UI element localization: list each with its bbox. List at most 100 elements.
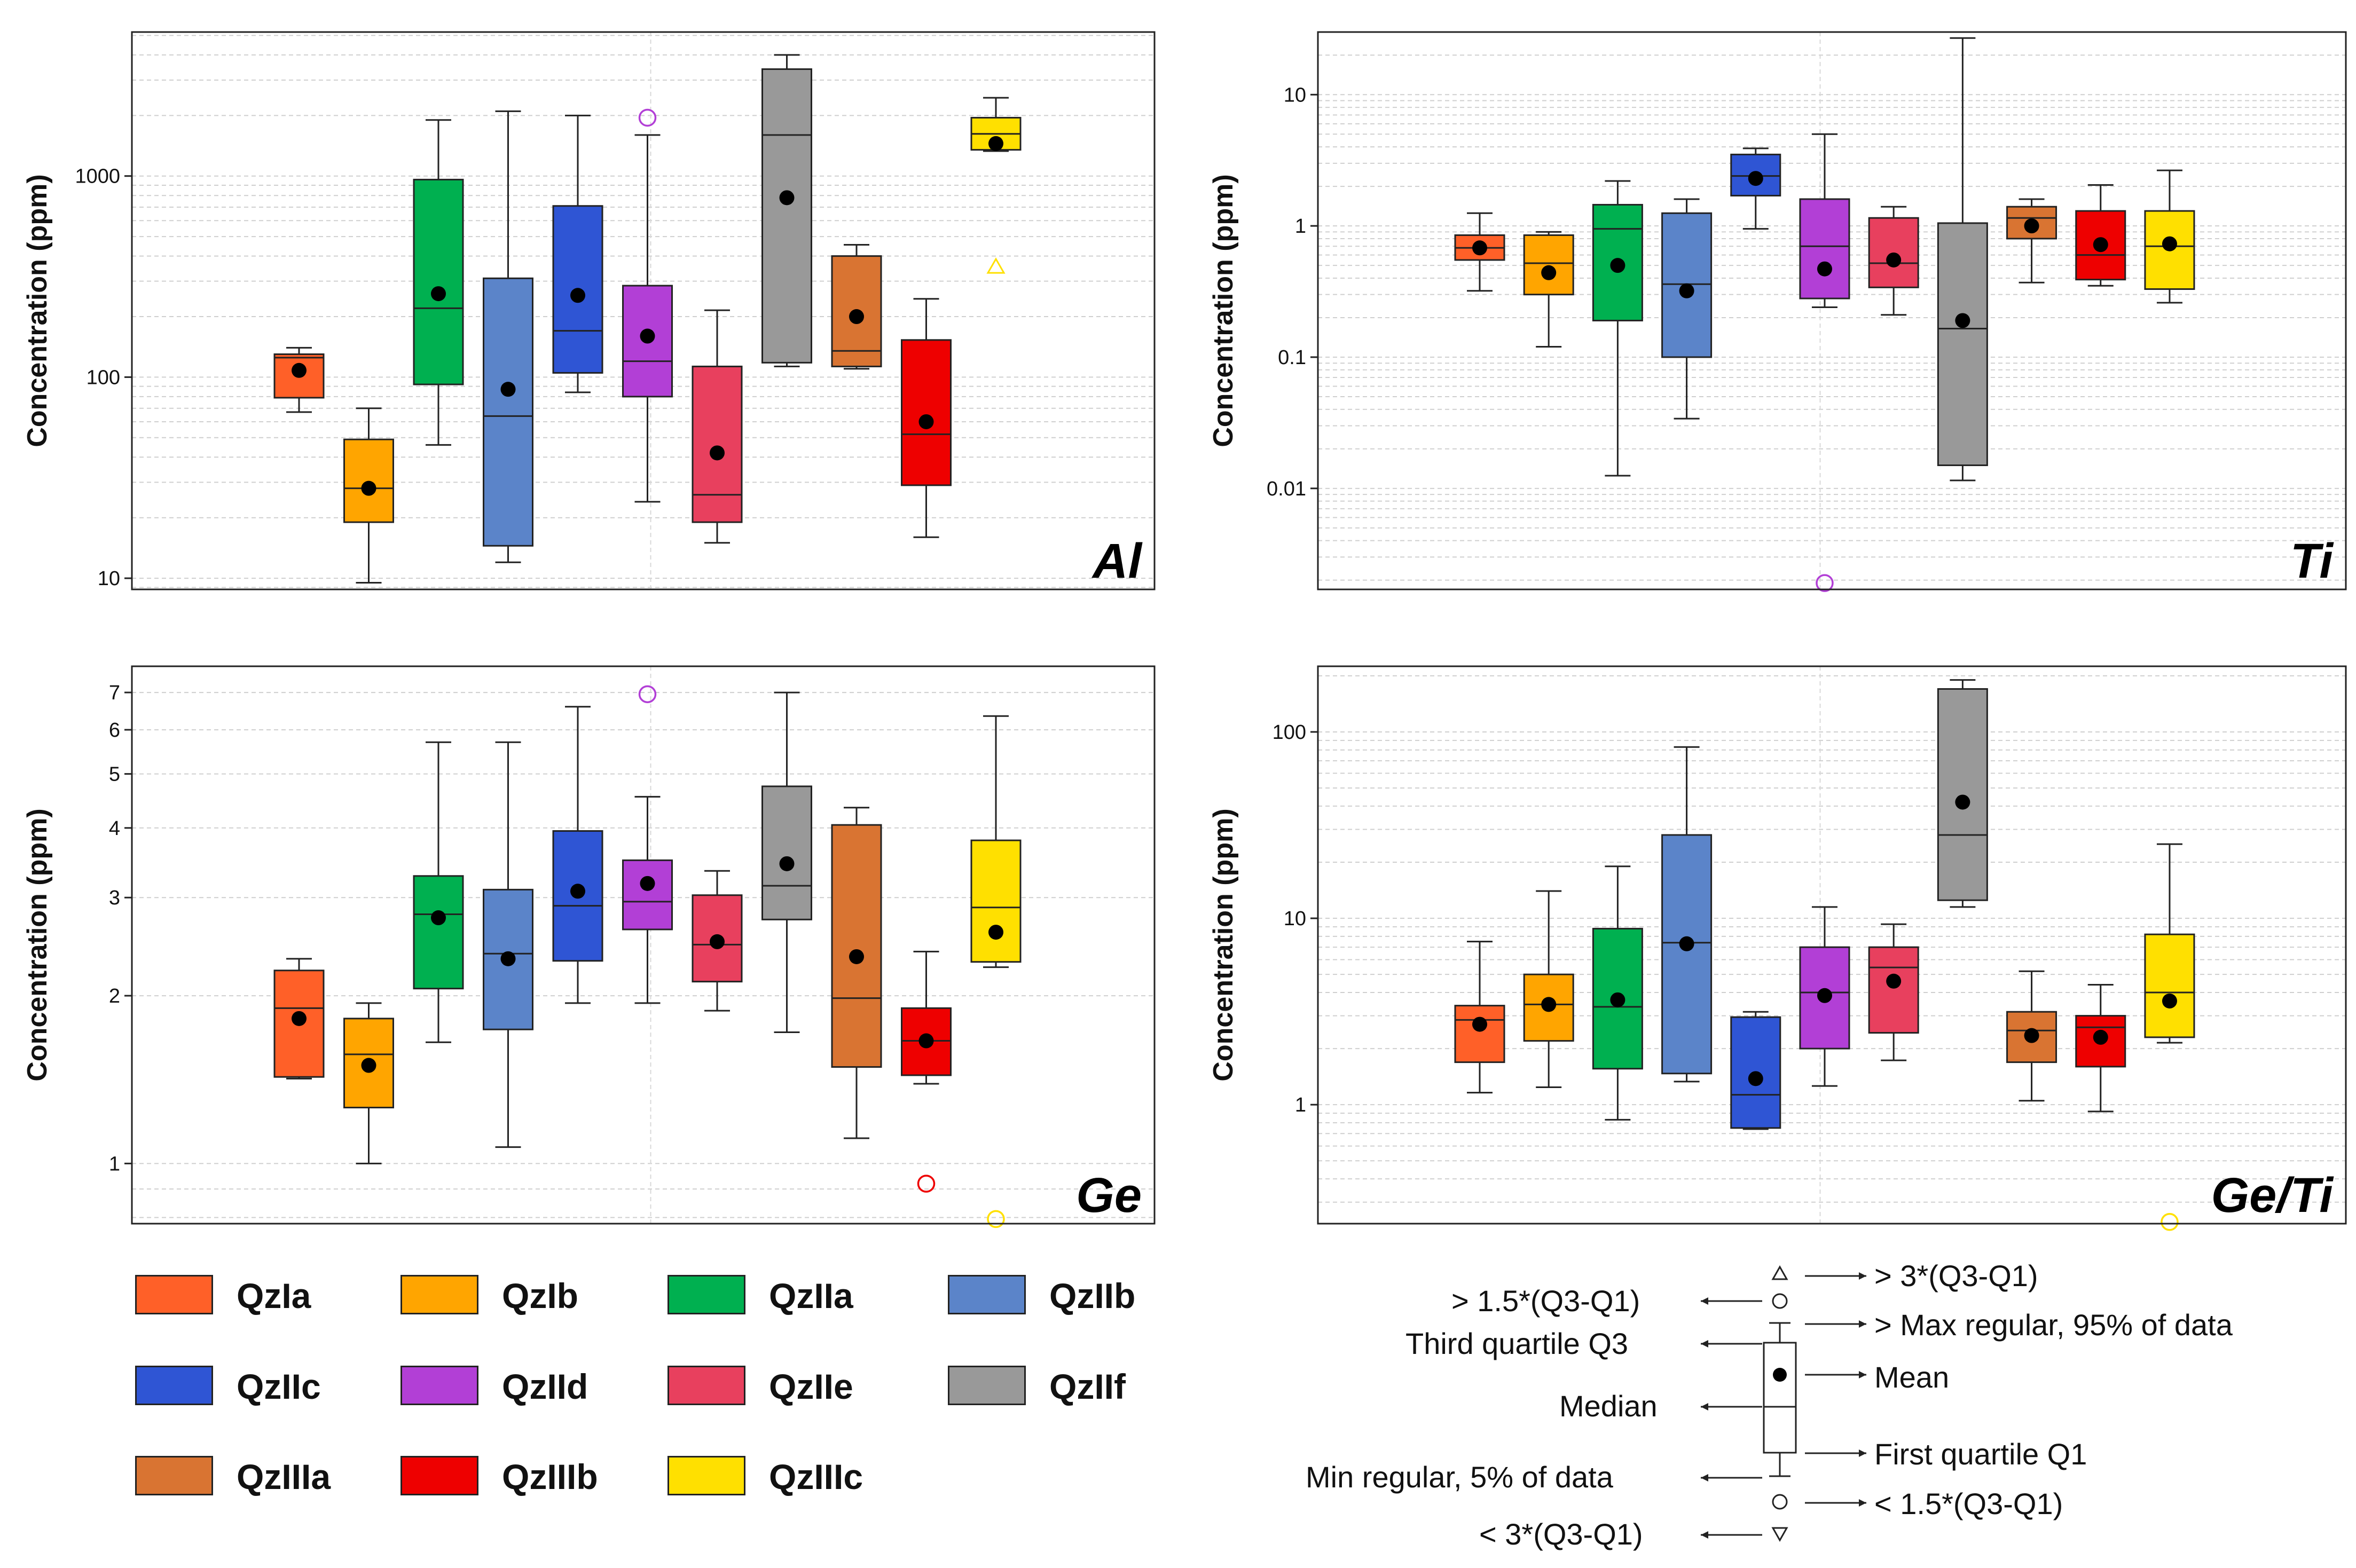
legend-swatch <box>400 1366 478 1405</box>
plot-frame <box>1317 31 2347 590</box>
outlier-marker <box>917 1175 936 1193</box>
y-axis-label: Concentration (ppm) <box>1208 808 1239 1081</box>
y-tick-label: 10 <box>98 568 120 590</box>
box-QzIa <box>273 346 325 413</box>
box-QzIIIa <box>2006 198 2057 283</box>
box-QzIIIa <box>831 807 882 1139</box>
legend-item-qziid: QzIId <box>400 1366 646 1408</box>
mean-marker <box>361 480 376 496</box>
box-QzIIf <box>1937 37 1988 482</box>
y-tick-label: 10 <box>1284 908 1306 930</box>
box-body <box>1937 222 1988 467</box>
mean-marker <box>2024 1028 2039 1043</box>
key-arrow-q1-head <box>1859 1449 1866 1457</box>
box-body <box>2144 933 2195 1038</box>
outlier-marker <box>638 108 657 127</box>
legend-label: QzIIIa <box>237 1457 331 1496</box>
plot-frame <box>1317 665 2347 1225</box>
box-QzIIb <box>1661 746 1713 1083</box>
legend-swatch <box>135 1456 213 1495</box>
box-body <box>692 365 743 523</box>
key-mild-low-label: < 1.5*(Q3-Q1) <box>1874 1487 2063 1520</box>
legend-item-qzia: QzIa <box>135 1275 381 1318</box>
legend-item-qziiib: QzIIIb <box>400 1456 646 1499</box>
legend-item-qzib: QzIb <box>400 1275 646 1318</box>
mean-marker <box>431 910 446 926</box>
legend-label: QzIIc <box>237 1367 321 1406</box>
box-QzIb <box>1523 231 1574 348</box>
y-tick-label: 1 <box>1295 1094 1306 1116</box>
box-QzIIc <box>1730 147 1781 230</box>
box-QzIIb <box>1661 198 1713 420</box>
box-QzIa <box>273 958 325 1080</box>
mean-marker <box>2162 993 2177 1008</box>
key-arrow-median-head <box>1701 1403 1708 1411</box>
box-QzIIe <box>692 309 743 544</box>
mean-marker <box>918 414 934 429</box>
y-tick-label: 6 <box>109 719 120 742</box>
key-mild-high-symbol <box>1772 1293 1788 1309</box>
key-mild-low-symbol <box>1772 1494 1788 1510</box>
box-body <box>413 178 464 385</box>
mean-marker <box>1610 992 1625 1007</box>
box-body <box>343 438 394 523</box>
box-QzIIf <box>761 54 812 367</box>
y-tick-label: 0.1 <box>1278 346 1306 369</box>
y-tick-label: 1000 <box>75 166 120 188</box>
box-body <box>2006 1011 2057 1063</box>
key-arrow-extreme-high-head <box>1859 1272 1866 1280</box>
y-tick-label: 0.01 <box>1267 478 1306 500</box>
key-q3-label: Third quartile Q3 <box>1405 1327 1629 1360</box>
legend-label: QzIIe <box>769 1367 853 1406</box>
box-QzIb <box>343 1002 394 1164</box>
legend-label: QzIIIc <box>769 1457 863 1496</box>
mean-marker <box>1541 265 1557 280</box>
mean-marker <box>1541 997 1557 1012</box>
box-QzIId <box>622 108 673 503</box>
legend-label: QzIa <box>237 1276 311 1315</box>
key-min-regular-label: Min regular, 5% of data <box>1306 1460 1613 1494</box>
plot-frame <box>131 31 1156 590</box>
box-QzIIe <box>1868 206 1919 316</box>
box-body <box>831 824 882 1068</box>
key-arrow-max-head <box>1859 1320 1866 1328</box>
box-body <box>1454 1005 1505 1063</box>
mean-marker <box>2093 237 2108 253</box>
key-mean-label: Mean <box>1874 1360 1950 1394</box>
mean-marker <box>292 363 307 378</box>
box-QzIIIa <box>831 244 882 370</box>
chart-title: Ti <box>2290 534 2335 588</box>
mean-marker <box>918 1033 934 1049</box>
mean-marker <box>570 288 585 303</box>
box-QzIIIb <box>2075 984 2126 1113</box>
box-QzIa <box>1454 941 1505 1094</box>
chart-panel-ge: 1 2 3 4 5 6 7 Concentration (ppm) Ge <box>22 665 1156 1228</box>
legend-item-qziiia: QzIIIa <box>135 1456 381 1499</box>
mean-marker <box>2093 1029 2108 1045</box>
box-body <box>1661 834 1713 1075</box>
plot-area <box>1318 32 2346 589</box>
key-extreme-high-label: > 3*(Q3-Q1) <box>1874 1259 2038 1293</box>
y-tick-label: 100 <box>1273 721 1306 744</box>
y-tick-label: 7 <box>109 682 120 704</box>
key-arrow-mild-high-head <box>1701 1297 1708 1305</box>
box-QzIIc <box>552 114 603 393</box>
box-QzIIIb <box>2075 184 2126 287</box>
outlier-marker <box>638 685 657 704</box>
legend-label: QzIId <box>502 1367 588 1406</box>
box-QzIIf <box>761 691 812 1033</box>
mean-marker <box>1748 1071 1763 1086</box>
y-tick-label: 5 <box>109 763 120 786</box>
key-diagram <box>1701 1265 1866 1542</box>
box-QzIIa <box>1592 865 1643 1121</box>
mean-marker <box>2024 218 2039 234</box>
y-tick-label: 1 <box>1295 215 1306 238</box>
mean-marker <box>570 884 585 899</box>
y-axis-label: Concentration (ppm) <box>22 808 53 1081</box>
key-extreme-low-label: < 3*(Q3-Q1) <box>1479 1517 1643 1551</box>
box-QzIIIc <box>2144 169 2195 304</box>
box-QzIb <box>1523 890 1574 1089</box>
y-tick-label: 1 <box>109 1153 120 1175</box>
chart-panel-ti: 0.01 0.1 1 10 Concentration (ppm) Ti <box>1208 31 2347 592</box>
